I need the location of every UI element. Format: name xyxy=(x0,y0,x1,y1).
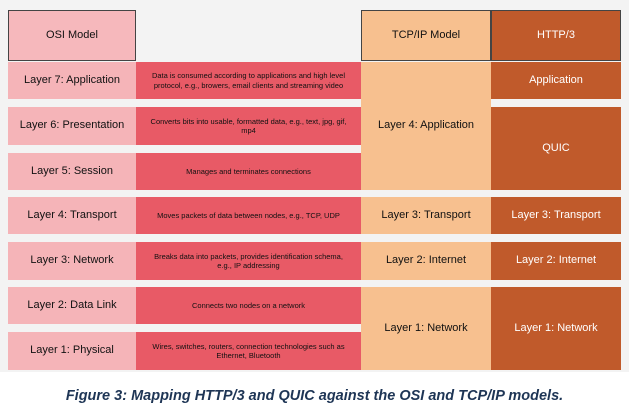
osi-layer-4-description: Moves packets of data between nodes, e.g… xyxy=(136,197,361,234)
http3-application: Application xyxy=(491,62,621,99)
http3-transport: Layer 3: Transport xyxy=(491,197,621,234)
diagram-panel: OSI Model TCP/IP Model HTTP/3 Layer 7: A… xyxy=(0,0,629,372)
osi-layer-1: Layer 1: Physical xyxy=(8,332,136,370)
osi-layer-6: Layer 6: Presentation xyxy=(8,107,136,145)
http3-internet: Layer 2: Internet xyxy=(491,242,621,280)
osi-model-header: OSI Model xyxy=(8,10,136,61)
tcpip-layer-4: Layer 4: Application xyxy=(361,62,491,190)
osi-layer-5: Layer 5: Session xyxy=(8,153,136,190)
osi-layer-3-description: Breaks data into packets, provides ident… xyxy=(136,242,361,280)
figure-caption: Figure 3: Mapping HTTP/3 and QUIC agains… xyxy=(65,388,564,404)
tcpip-layer-3: Layer 3: Transport xyxy=(361,197,491,234)
tcpip-layer-2: Layer 2: Internet xyxy=(361,242,491,280)
osi-layer-7-description: Data is consumed according to applicatio… xyxy=(136,62,361,99)
osi-layer-2-description: Connects two nodes on a network xyxy=(136,287,361,324)
http3-quic: QUIC xyxy=(491,107,621,190)
osi-layer-4: Layer 4: Transport xyxy=(8,197,136,234)
osi-layer-7: Layer 7: Application xyxy=(8,62,136,99)
osi-layer-2: Layer 2: Data Link xyxy=(8,287,136,324)
http3-header: HTTP/3 xyxy=(491,10,621,61)
osi-layer-6-description: Converts bits into usable, formatted dat… xyxy=(136,107,361,145)
osi-layer-5-description: Manages and terminates connections xyxy=(136,153,361,190)
osi-layer-1-description: Wires, switches, routers, connection tec… xyxy=(136,332,361,370)
tcpip-layer-1: Layer 1: Network xyxy=(361,287,491,370)
tcpip-model-header: TCP/IP Model xyxy=(361,10,491,61)
osi-layer-3: Layer 3: Network xyxy=(8,242,136,280)
http3-network: Layer 1: Network xyxy=(491,287,621,370)
